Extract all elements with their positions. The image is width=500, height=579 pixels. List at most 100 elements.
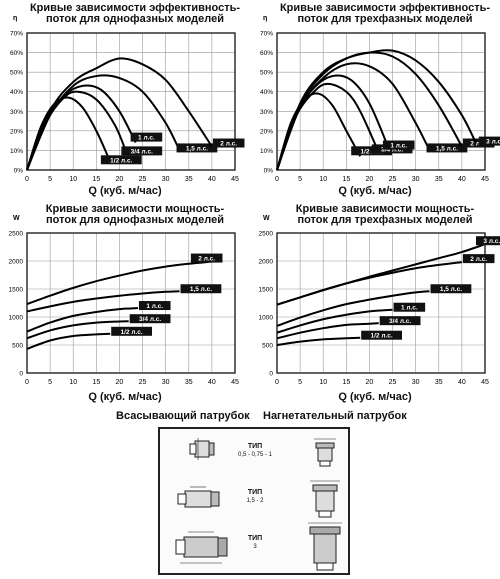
chart-title: Кривые зависимости мощность- поток для о… — [45, 203, 225, 226]
y-tick-label: 2000 — [259, 259, 274, 266]
series-label: 2 л.с. — [470, 256, 487, 263]
series-label-box — [176, 143, 218, 153]
series-label: 1,5 л.с. — [186, 145, 208, 152]
series-label: 1/2 л.с. — [110, 157, 132, 164]
series-label-box — [462, 138, 495, 148]
x-tick-label: 35 — [435, 176, 443, 183]
x-tick-label: 0 — [25, 176, 29, 183]
series-label: 1 л.с. — [390, 143, 407, 150]
series-label-box — [382, 140, 415, 150]
y-tick-label: 70% — [10, 31, 23, 38]
series-label-box — [190, 253, 223, 263]
type-row-2: ТИП 1,5 - 2 — [220, 489, 290, 504]
y-tick-label: 10% — [260, 148, 273, 155]
y-axis-label: η — [263, 15, 267, 22]
series-line — [276, 308, 393, 334]
x-tick-label: 30 — [412, 176, 420, 183]
series-label-box — [212, 138, 245, 148]
type-label: ТИП — [247, 535, 263, 542]
x-tick-label: 25 — [139, 379, 147, 386]
x-tick-label: 35 — [435, 379, 443, 386]
suction-port-drawing-type3 — [175, 531, 228, 564]
x-tick-label: 15 — [342, 176, 350, 183]
series-label-box — [426, 143, 468, 153]
y-axis-label: η — [13, 15, 17, 22]
chart-svg: 0 5 10 15 20 25 30 35 40 45 0% 10% 20% 30% 40% 50% 60% 70… — [260, 15, 500, 183]
series-label-box — [138, 301, 171, 311]
discharge-port-drawing-type2 — [310, 480, 340, 518]
series-line — [26, 74, 181, 171]
y-tick-label: 500 — [12, 343, 23, 350]
series-line — [276, 290, 430, 327]
series-label-box — [379, 316, 421, 326]
series-label-box — [100, 155, 142, 165]
series-line — [276, 92, 362, 171]
x-tick-label: 0 — [275, 176, 279, 183]
y-tick-label: 2500 — [9, 231, 24, 238]
x-tick-label: 10 — [69, 379, 77, 386]
series-label: 3/4 л.с. — [389, 318, 411, 325]
y-tick-label: 2000 — [9, 259, 24, 266]
y-tick-label: 10% — [10, 148, 23, 155]
series-label: 3/4 л.с. — [139, 316, 161, 323]
x-tick-label: 10 — [319, 379, 327, 386]
series-line — [276, 322, 379, 340]
x-tick-label: 25 — [389, 379, 397, 386]
x-tick-label: 25 — [139, 176, 147, 183]
series-line — [26, 332, 111, 350]
series-label: 3 л.с. — [483, 238, 500, 245]
series-label: 3/4 л.с. — [381, 146, 403, 153]
series-label: 1,5 л.с. — [440, 286, 462, 293]
series-label-box — [130, 132, 163, 142]
x-tick-label: 20 — [116, 379, 124, 386]
plot-frame — [276, 232, 486, 374]
series-line — [276, 243, 486, 306]
series-label: 1/2 л.с. — [370, 333, 392, 340]
x-tick-label: 20 — [366, 379, 374, 386]
x-tick-label: 15 — [92, 379, 100, 386]
x-tick-label: 25 — [389, 176, 397, 183]
y-tick-label: 20% — [260, 128, 273, 135]
x-tick-label: 45 — [481, 176, 489, 183]
suction-port-label: Всасывающий патрубок — [116, 410, 250, 422]
x-tick-label: 40 — [208, 176, 216, 183]
x-tick-label: 45 — [231, 379, 239, 386]
x-tick-label: 5 — [48, 176, 52, 183]
port-drawings — [175, 438, 342, 571]
x-tick-label: 10 — [319, 176, 327, 183]
chart-svg: 0 5 10 15 20 25 30 35 40 45 0% 10% 20% 30% 40% 50% 60% 70… — [10, 15, 245, 183]
y-tick-label: 0% — [264, 168, 274, 175]
x-tick-label: 20 — [116, 176, 124, 183]
series-label-box — [361, 330, 402, 340]
y-tick-label: 2500 — [259, 231, 274, 238]
series-label-box — [478, 136, 500, 146]
type-row-3: ТИП 3 — [220, 535, 290, 550]
x-tick-label: 0 — [275, 379, 279, 386]
y-tick-label: 60% — [10, 50, 23, 57]
y-axis-label: W — [13, 215, 20, 222]
type-value: 3 — [253, 544, 257, 550]
x-tick-label: 5 — [48, 379, 52, 386]
y-tick-label: 1000 — [9, 315, 24, 322]
x-tick-label: 0 — [25, 379, 29, 386]
x-tick-label: 30 — [412, 379, 420, 386]
y-tick-label: 500 — [262, 343, 273, 350]
series-line — [26, 290, 180, 313]
series-label: 2 л.с. — [220, 141, 237, 148]
chart-efficiency-three-phase: Кривые зависимости эффективность- поток … — [250, 0, 500, 200]
y-tick-label: 0 — [269, 371, 273, 378]
x-tick-label: 40 — [458, 379, 466, 386]
x-tick-label: 30 — [162, 176, 170, 183]
x-tick-label: 15 — [342, 379, 350, 386]
series-line — [26, 57, 213, 171]
series-label: 1,5 л.с. — [436, 145, 458, 152]
discharge-port-label: Нагнетательный патрубок — [263, 410, 407, 422]
series-label-box — [121, 146, 163, 156]
y-tick-label: 30% — [260, 109, 273, 116]
series-line — [26, 320, 129, 340]
series-line — [26, 260, 212, 306]
series-label-box — [476, 236, 500, 246]
x-tick-label: 5 — [298, 176, 302, 183]
type-value: 0,5 - 0,75 - 1 — [237, 452, 273, 458]
x-tick-label: 10 — [69, 176, 77, 183]
